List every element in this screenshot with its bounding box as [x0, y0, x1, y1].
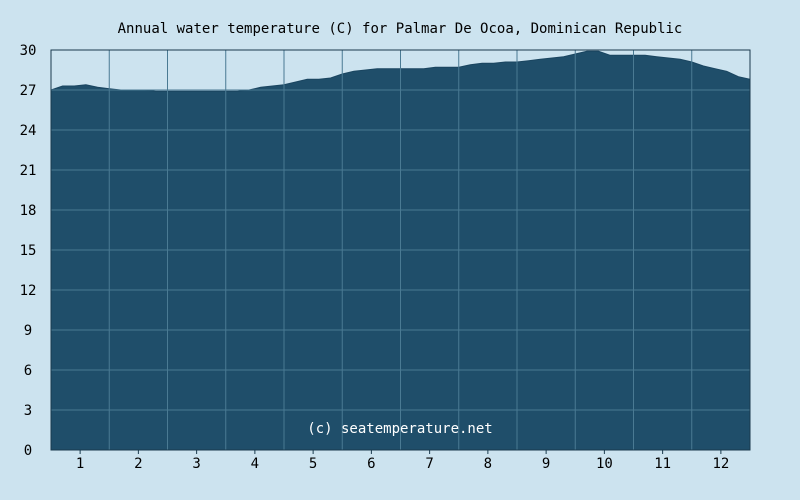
x-tick-label: 6	[367, 456, 375, 472]
y-tick-label: 3	[24, 403, 32, 419]
y-tick-label: 21	[20, 163, 37, 179]
y-tick-label: 12	[20, 283, 37, 299]
y-tick-label: 27	[20, 83, 37, 99]
grid-layer	[51, 49, 750, 451]
y-axis-ticks: 0 3 6 9 12 15 18 21 24 27 30	[20, 43, 37, 459]
x-tick-label: 5	[309, 456, 317, 472]
watermark-text: (c) seatemperature.net	[307, 421, 492, 437]
x-tick-label: 12	[712, 456, 729, 472]
y-tick-label: 18	[20, 203, 37, 219]
x-tick-label: 1	[76, 456, 84, 472]
x-tick-label: 2	[134, 456, 142, 472]
y-tick-label: 30	[20, 43, 37, 59]
y-tick-label: 9	[24, 323, 32, 339]
x-tick-label: 10	[596, 456, 613, 472]
x-tick-label: 3	[192, 456, 200, 472]
x-tick-label: 7	[425, 456, 433, 472]
x-axis-ticks: 1 2 3 4 5 6 7 8 9 10 11 12	[76, 450, 729, 472]
y-tick-label: 15	[20, 243, 37, 259]
x-tick-label: 4	[251, 456, 259, 472]
y-tick-label: 0	[24, 443, 32, 459]
x-tick-label: 9	[542, 456, 550, 472]
x-tick-label: 11	[654, 456, 671, 472]
chart-title: Annual water temperature (C) for Palmar …	[118, 21, 683, 37]
y-tick-label: 6	[24, 363, 32, 379]
plot-border	[50, 49, 751, 451]
y-tick-label: 24	[20, 123, 37, 139]
x-tick-label: 8	[484, 456, 492, 472]
